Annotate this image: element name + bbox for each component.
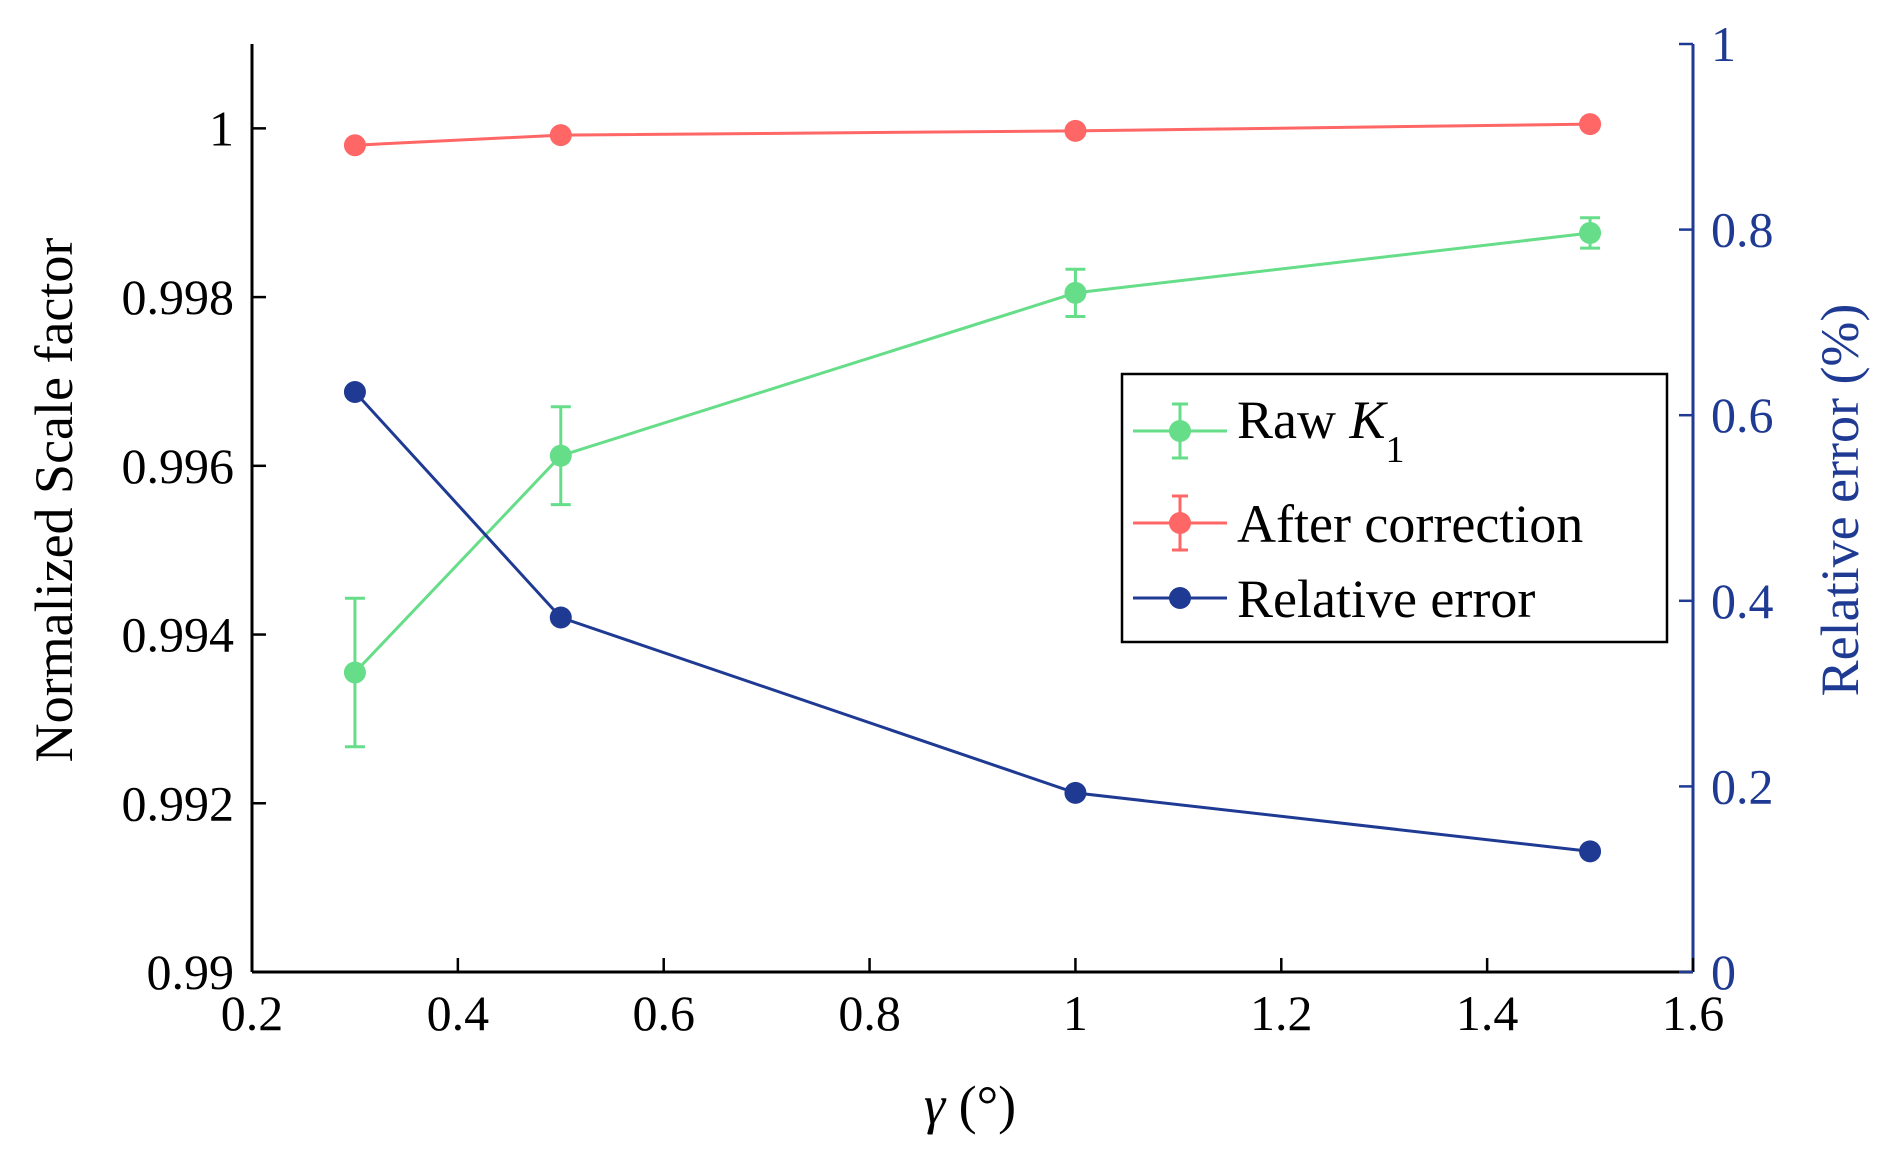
- data-point-raw-k1: [1579, 221, 1602, 244]
- series-line-raw-k1: [353, 231, 1591, 674]
- plot-area: [343, 113, 1602, 863]
- y-tick-label-left: 0.992: [122, 775, 235, 831]
- y-tick-label-left: 0.998: [122, 269, 235, 325]
- y-tick-label-left: 1: [209, 100, 234, 156]
- y-tick-label-right: 0: [1711, 944, 1736, 1000]
- y-tick-label-left: 0.996: [122, 438, 235, 494]
- legend-label-raw-k1: Raw K1: [1237, 390, 1405, 471]
- data-point-relative-error: [343, 381, 366, 403]
- y-tick-label-right: 0.6: [1711, 387, 1774, 443]
- x-tick-label: 0.4: [427, 985, 490, 1041]
- y-tick-label-right: 0.4: [1711, 573, 1774, 629]
- series-line-after-correction: [354, 122, 1591, 147]
- x-tick-label: 1: [1063, 985, 1088, 1041]
- data-point-raw-k1: [343, 661, 366, 684]
- x-tick-label: 1.2: [1250, 985, 1313, 1041]
- data-point-after-correction: [1064, 119, 1087, 142]
- series-line-relative-error: [353, 390, 1591, 853]
- x-tick-label: 0.6: [632, 985, 695, 1041]
- data-point-after-correction: [343, 134, 366, 157]
- legend-entry-after-correction: After correction: [1133, 494, 1583, 554]
- y-axis-label-right: Relative error (%): [1810, 304, 1870, 697]
- y-tick-label-right: 0.8: [1711, 202, 1774, 258]
- legend: Raw K1 After correction Relative error: [1120, 372, 1669, 644]
- legend-marker-raw-k1: [1169, 420, 1191, 442]
- x-tick-label: 0.2: [221, 985, 284, 1041]
- data-point-after-correction: [1579, 113, 1602, 136]
- data-point-after-correction: [549, 124, 572, 147]
- legend-entry-raw-k1: Raw K1: [1133, 390, 1405, 471]
- legend-label-after-correction: After correction: [1237, 494, 1583, 554]
- data-point-relative-error: [549, 606, 572, 629]
- y-tick-label-left: 0.99: [147, 944, 235, 1000]
- x-tick-label: 1.6: [1662, 985, 1725, 1041]
- legend-marker-after-correction: [1169, 512, 1191, 534]
- data-point-relative-error: [1579, 840, 1602, 863]
- data-point-raw-k1: [1064, 281, 1087, 304]
- legend-label-relative-error: Relative error: [1237, 569, 1535, 629]
- y-tick-label-right: 0.2: [1711, 758, 1774, 814]
- data-point-relative-error: [1064, 781, 1087, 804]
- x-tick-label: 0.8: [838, 985, 901, 1041]
- legend-entry-relative-error: Relative error: [1133, 569, 1535, 629]
- y-tick-label-right: 1: [1711, 16, 1736, 72]
- y-axis-label-left: Normalized Scale factor: [24, 238, 84, 763]
- legend-marker-relative-error: [1169, 587, 1191, 609]
- x-tick-label: 1.4: [1456, 985, 1519, 1041]
- x-axis-label: γ (°): [924, 1075, 1016, 1135]
- data-point-raw-k1: [549, 444, 572, 467]
- axes: 0.2 0.4 0.6 0.8 1 1.2 1.4 1.6 0.99 0.992 0.994 0.99…: [122, 16, 1774, 1041]
- y-tick-label-left: 0.994: [122, 607, 235, 663]
